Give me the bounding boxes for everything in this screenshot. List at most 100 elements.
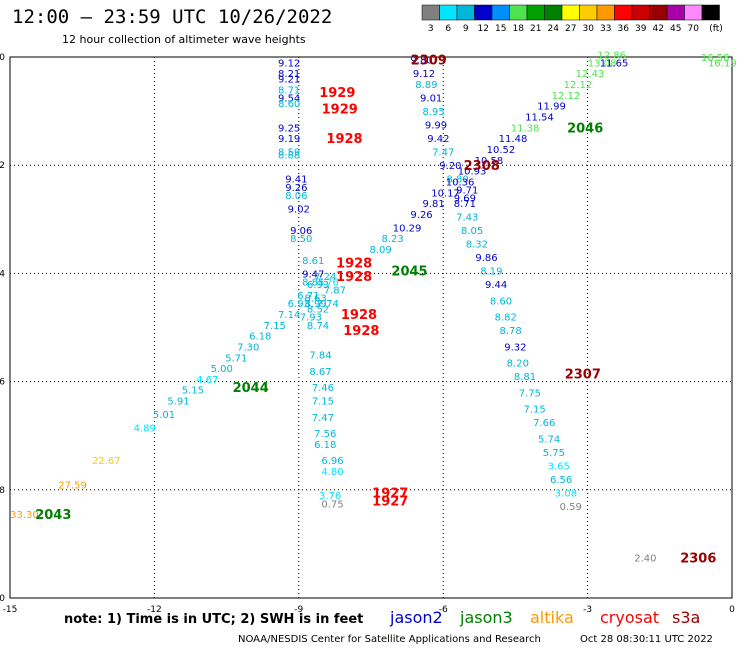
wave-height-point: 8.67	[309, 367, 331, 378]
colorbar-swatch	[561, 4, 580, 21]
wave-height-point: 4.89	[134, 424, 156, 435]
wave-height-point: 7.84	[309, 351, 331, 362]
wave-height-point: 9.71	[456, 186, 478, 197]
pass-time-label: 2307	[565, 367, 601, 382]
wave-height-point: 8.71	[278, 85, 300, 96]
wave-height-point: 5.15	[182, 386, 204, 397]
wave-height-point: 8.32	[466, 240, 488, 251]
wave-height-point: 16.58	[701, 53, 730, 64]
wave-height-point: 5.91	[167, 397, 189, 408]
wave-height-point: 7.46	[312, 383, 334, 394]
wave-height-point: 7.43	[456, 213, 478, 224]
tick-labels: -15 -12 -9 -6 -3 0 -50 -52 -54 -56 -58 -60	[0, 53, 735, 615]
pass-time-label: 1928	[341, 308, 377, 323]
wave-height-point: 10.58	[475, 156, 504, 167]
colorbar-label: 70	[688, 24, 700, 34]
colorbar-label: 36	[618, 24, 630, 34]
wave-height-point: 5.00	[211, 364, 233, 375]
wave-height-point: 7.15	[312, 397, 334, 408]
colorbar-label: 24	[548, 24, 560, 34]
wave-height-point: 8.81	[514, 372, 536, 383]
colorbar: 3 6 9 12 15 18 21 24 27 30 33 36 39 42 45 70 (ft)	[421, 4, 723, 34]
wave-height-point: 8.82	[495, 313, 517, 324]
x-tick-label: -15	[3, 605, 18, 615]
legend-s3a: s3a	[672, 608, 701, 627]
wave-height-point: 8.85	[302, 278, 324, 289]
pass-time-label: 1928	[326, 132, 362, 147]
legend-altika: altika	[530, 608, 574, 627]
colorbar-swatch	[684, 4, 703, 21]
wave-height-point: 10.29	[393, 223, 422, 234]
wave-height-point: 6.56	[550, 475, 572, 486]
colorbar-swatch	[649, 4, 668, 21]
wave-height-point: 9.81	[422, 199, 444, 210]
colorbar-label: 42	[653, 24, 664, 34]
wave-height-point: 7.66	[533, 418, 555, 429]
wave-height-point: 9.80	[410, 56, 432, 67]
colorbar-label: 9	[463, 24, 469, 34]
wave-height-point: 0.75	[321, 499, 343, 510]
chart-subtitle: 12 hour collection of altimeter wave hei…	[62, 33, 306, 46]
wave-height-point: 9.01	[420, 94, 442, 105]
plot-frame	[9, 56, 733, 599]
pass-time-label: 1928	[336, 270, 372, 285]
y-tick-label: -56	[0, 378, 5, 388]
wave-height-point: 6.93	[288, 299, 310, 310]
wave-height-point: 8.23	[382, 234, 404, 245]
wave-height-point: 7.47	[312, 413, 334, 424]
wave-height-point: 7.24	[314, 272, 336, 283]
wave-height-point: 9.06	[290, 226, 312, 237]
wave-height-point: 9.69	[454, 194, 476, 205]
x-tick-label: -6	[439, 605, 448, 615]
wave-height-point: 12.86	[597, 50, 626, 61]
colorbar-swatch	[491, 4, 510, 21]
colorbar-label: 3	[428, 24, 434, 34]
note-text: note: 1) Time is in UTC; 2) SWH is in fe…	[64, 612, 364, 627]
wave-height-point: 11.48	[499, 134, 528, 145]
colorbar-label: 12	[478, 24, 489, 34]
colorbar-swatch	[456, 4, 475, 21]
wave-height-point: 9.47	[302, 269, 324, 280]
colorbar-swatch	[439, 4, 458, 21]
wave-height-point: 12.43	[576, 69, 605, 80]
wave-height-point: 9.26	[285, 183, 307, 194]
y-tick-label: -50	[0, 53, 5, 63]
wave-height-point: 9.54	[278, 94, 300, 105]
pass-time-label: 1928	[343, 324, 379, 339]
colorbar-swatch	[666, 4, 685, 21]
x-tick-label: -3	[583, 605, 592, 615]
legend-jason2: jason2	[390, 608, 443, 627]
colorbar-swatch	[474, 4, 493, 21]
wave-height-point: 7.14	[278, 310, 300, 321]
wave-height-point: 7.74	[317, 299, 339, 310]
x-tick-label: 0	[729, 605, 735, 615]
colorbar-swatch	[614, 4, 633, 21]
colorbar-swatch	[701, 4, 720, 21]
wave-height-point: 9.44	[485, 280, 507, 291]
colorbar-swatch	[421, 4, 440, 21]
wave-height-point: 7.30	[237, 342, 259, 353]
wave-height-point: 8.05	[461, 226, 483, 237]
wave-height-point: 2.40	[634, 553, 656, 564]
wave-height-point: 10.36	[446, 177, 475, 188]
wave-height-point: 9.42	[427, 134, 449, 145]
wave-height-point: 7.87	[324, 286, 346, 297]
wave-height-point: 6.18	[314, 440, 336, 451]
wave-height-point: 27.59	[58, 480, 87, 491]
wave-height-point: 8.80	[447, 175, 469, 186]
pass-time-label: 1929	[319, 86, 355, 101]
wave-height-point: 3.08	[555, 489, 577, 500]
wave-height-point: 6.71	[297, 291, 319, 302]
colorbar-label: 6	[445, 24, 451, 34]
colorbar-swatch	[526, 4, 545, 21]
wave-height-point: 22.67	[92, 456, 121, 467]
pass-time-label: 2306	[680, 551, 716, 566]
wave-height-point: 11.38	[511, 123, 540, 134]
footer-source: NOAA/NESDIS Center for Satellite Applica…	[238, 634, 541, 645]
wave-height-point: 12.12	[552, 91, 581, 102]
chart-title: 12:00 – 23:59 UTC 10/26/2022	[12, 6, 333, 28]
pass-time-label: 2045	[391, 265, 427, 280]
wave-height-point: 8.60	[490, 296, 512, 307]
wave-height-point: 9.12	[413, 69, 435, 80]
